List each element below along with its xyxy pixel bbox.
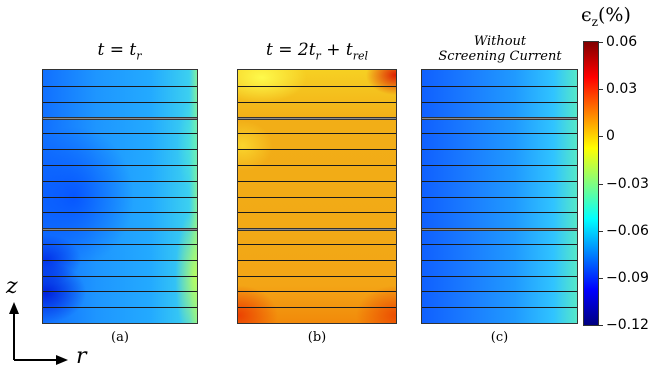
- colorbar-tick-label: 0: [606, 128, 615, 144]
- tape-separator: [238, 212, 396, 213]
- tape-separator: [422, 149, 577, 150]
- panel-a-caption: (a): [111, 330, 129, 345]
- tape-separator: [43, 149, 197, 150]
- tape-separator: [422, 228, 577, 231]
- panel-b-title: t = 2tr + trel: [237, 40, 397, 62]
- tape-separator: [422, 244, 577, 245]
- tape-separator: [422, 260, 577, 261]
- tape-separator: [238, 86, 396, 87]
- tape-separator: [238, 117, 396, 120]
- r-axis-label: r: [76, 344, 87, 369]
- tape-separator: [43, 86, 197, 87]
- panel-c-title-line1: Without: [473, 34, 527, 49]
- tape-separator: [238, 197, 396, 198]
- tape-separator: [238, 244, 396, 245]
- tape-separator: [422, 197, 577, 198]
- colorbar-tick: [599, 325, 603, 326]
- tape-separator: [43, 212, 197, 213]
- colorbar-tick-label: −0.06: [606, 223, 649, 239]
- z-axis-label: z: [6, 274, 18, 299]
- colorbar-tick: [599, 89, 603, 90]
- panel-c-title-line2: Screening Current: [438, 49, 562, 64]
- tape-separator: [43, 276, 197, 277]
- colorbar-tick-label: −0.09: [606, 270, 649, 286]
- tape-separator: [422, 181, 577, 182]
- tape-separator: [43, 291, 197, 292]
- tape-separator: [43, 197, 197, 198]
- tape-separator: [238, 228, 396, 231]
- tape-separator: [43, 181, 197, 182]
- tape-separator: [422, 102, 577, 103]
- panel-c-title: Without Screening Current: [416, 34, 584, 64]
- tape-separator: [43, 102, 197, 103]
- tape-separator: [422, 212, 577, 213]
- tape-separator: [43, 307, 197, 308]
- tape-separator: [238, 276, 396, 277]
- tape-separator: [422, 133, 577, 134]
- tape-separator: [238, 307, 396, 308]
- colorbar-tick-label: −0.03: [606, 176, 649, 192]
- panel-a-title: t = tr: [42, 40, 197, 62]
- colorbar-tick: [599, 231, 603, 232]
- tape-separator: [422, 291, 577, 292]
- tape-separator: [422, 165, 577, 166]
- tape-separator: [238, 102, 396, 103]
- colorbar-title: ϵz(%): [581, 4, 631, 29]
- tape-separator: [238, 149, 396, 150]
- colorbar-tick: [599, 278, 603, 279]
- coordinate-axes: z r: [0, 270, 110, 376]
- tape-separator: [43, 228, 197, 231]
- panel-b-heatmap: [237, 69, 397, 324]
- tape-separator: [43, 117, 197, 120]
- tape-separator: [43, 165, 197, 166]
- panel-c-heatmap: [421, 69, 578, 324]
- tape-separator: [422, 86, 577, 87]
- colorbar-tick-label: 0.03: [606, 81, 638, 97]
- colorbar-tick: [599, 136, 603, 137]
- colorbar-tick-label: −0.12: [606, 317, 649, 333]
- tape-separator: [238, 260, 396, 261]
- panel-a-heatmap: [42, 69, 198, 324]
- tape-separator: [422, 307, 577, 308]
- tape-separator: [43, 244, 197, 245]
- tape-separator: [422, 276, 577, 277]
- tape-separator: [238, 181, 396, 182]
- colorbar-tick: [599, 42, 603, 43]
- tape-separator: [43, 260, 197, 261]
- panel-a-title-text: t = tr: [97, 40, 142, 63]
- panel-c-caption: (c): [490, 330, 509, 345]
- colorbar: [583, 41, 599, 326]
- panel-b-title-text: t = 2tr + trel: [266, 40, 368, 63]
- colorbar-tick: [599, 184, 603, 185]
- tape-separator: [238, 133, 396, 134]
- colorbar-tick-label: 0.06: [606, 34, 638, 50]
- tape-separator: [43, 133, 197, 134]
- axes-arrows-icon: [9, 302, 68, 365]
- tape-separator: [422, 117, 577, 120]
- tape-separator: [238, 165, 396, 166]
- tape-separator: [238, 291, 396, 292]
- panel-b-caption: (b): [307, 330, 327, 345]
